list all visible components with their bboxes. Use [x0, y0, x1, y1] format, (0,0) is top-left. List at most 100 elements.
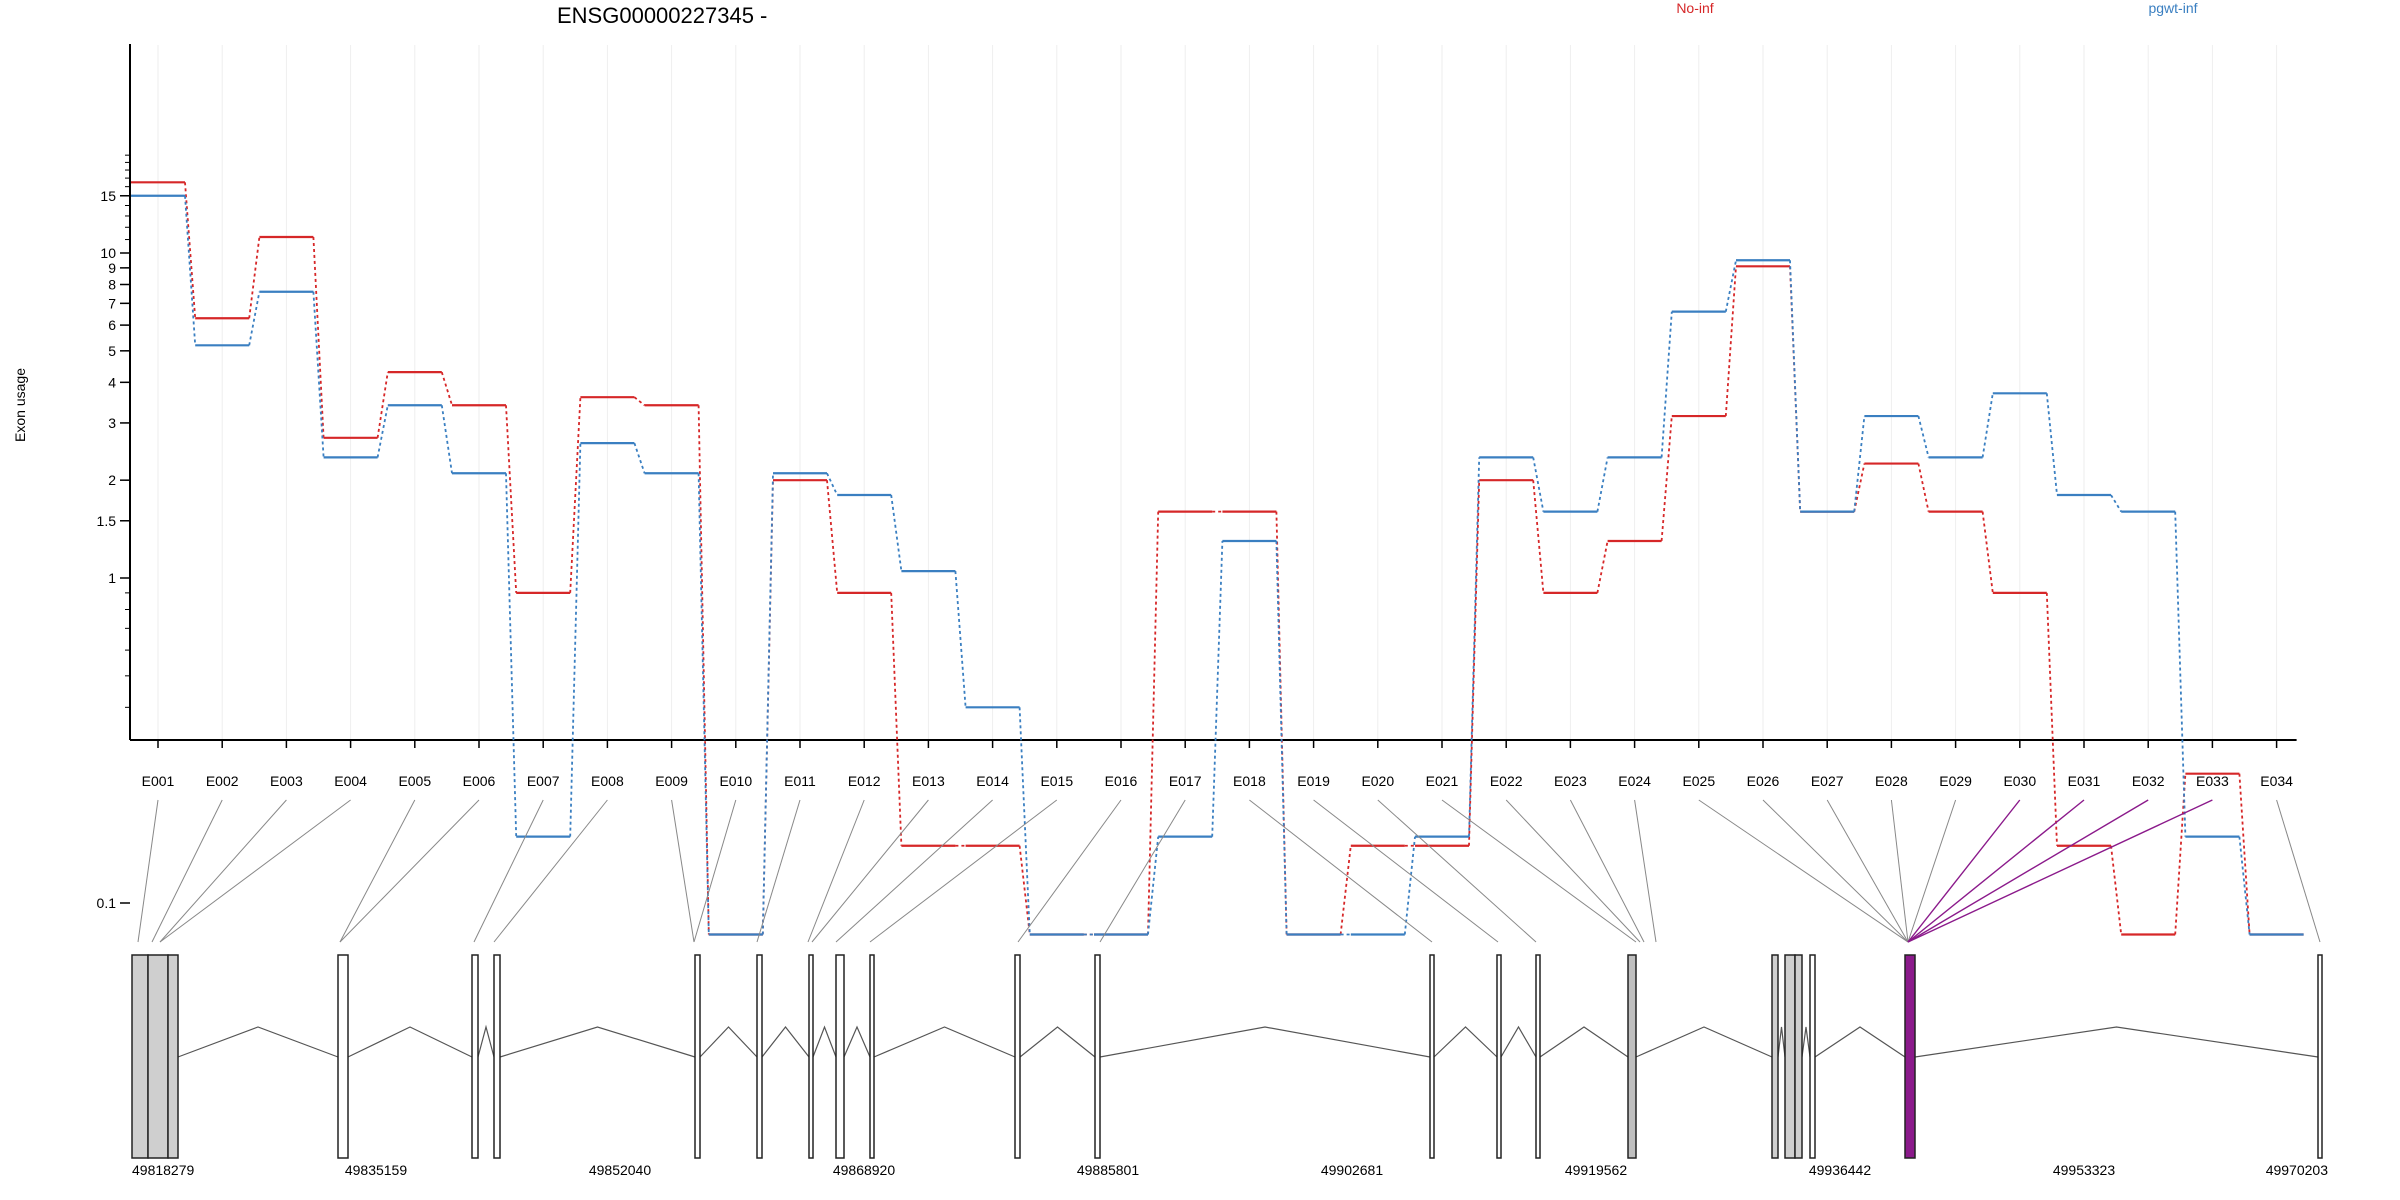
transition-segment	[312, 236, 325, 438]
intron-line	[1914, 1026, 2319, 1058]
x-tick-label: E020	[1361, 773, 1394, 789]
exon-connector-line	[1762, 799, 1909, 943]
x-tick-label: E014	[976, 773, 1009, 789]
exon-box	[1784, 954, 1796, 1159]
transition-segment	[1724, 260, 1737, 312]
exon-connector-line	[1505, 799, 1641, 943]
coordinate-label: 49919562	[1565, 1162, 1628, 1178]
x-tick-label: E019	[1297, 773, 1330, 789]
y-tick-label: 9	[108, 260, 116, 276]
y-tick-label: 1.5	[97, 513, 117, 529]
exon-connector-line	[339, 799, 416, 943]
exon-connector-line	[671, 799, 695, 943]
exon-connector-line	[756, 799, 801, 943]
transition-segment	[2174, 511, 2187, 837]
x-tick-label: E001	[142, 773, 175, 789]
transition-segment	[1275, 540, 1288, 935]
transition-segment	[2174, 773, 2187, 935]
intron-line	[1814, 1026, 1906, 1058]
exon-connector-line	[1907, 799, 2149, 943]
transition-segment	[440, 405, 453, 474]
coordinate-label: 49902681	[1321, 1162, 1384, 1178]
exon-box	[493, 954, 501, 1159]
x-tick-label: E013	[912, 773, 945, 789]
exon-box	[1794, 954, 1803, 1159]
x-tick-label: E024	[1618, 773, 1651, 789]
transition-segment	[826, 472, 839, 496]
exon-box	[337, 954, 349, 1159]
exon-box	[808, 954, 814, 1159]
coordinate-label: 49953323	[2053, 1162, 2116, 1178]
exon-connector-line	[1826, 799, 1909, 943]
transition-segment	[184, 182, 197, 319]
transition-segment	[505, 473, 518, 837]
x-tick-label: E004	[334, 773, 367, 789]
exon-box	[694, 954, 701, 1159]
intron-line	[499, 1026, 696, 1058]
x-tick-label: E029	[1939, 773, 1972, 789]
y-axis-label: Exon usage	[12, 368, 28, 442]
transition-segment	[1917, 415, 1930, 458]
coordinate-label: 49868920	[833, 1162, 896, 1178]
legend-no-inf: No-inf	[1676, 0, 1713, 16]
y-tick-label: 6	[108, 317, 116, 333]
coordinate-label: 49885801	[1077, 1162, 1140, 1178]
exon-box	[167, 954, 179, 1159]
exon-connector-line	[1441, 799, 1637, 943]
transition-segment	[2045, 393, 2058, 496]
intron-line	[1801, 1026, 1811, 1058]
y-tick-label: 10	[100, 245, 116, 261]
exon-connector-line	[1569, 799, 1645, 943]
transition-segment	[633, 396, 646, 406]
transition-segment	[1403, 836, 1416, 935]
transition-segment	[1018, 845, 1031, 935]
x-tick-label: E015	[1040, 773, 1073, 789]
exon-connector-line	[151, 799, 223, 943]
y-tick-label: 5	[108, 343, 116, 359]
exon-connector-line	[159, 799, 287, 943]
coordinate-label: 49835159	[345, 1162, 408, 1178]
intron-line	[1539, 1026, 1629, 1058]
x-tick-label: E003	[270, 773, 303, 789]
exon-box	[756, 954, 763, 1159]
exon-connector-line	[493, 799, 608, 943]
y-tick-label: 1	[108, 570, 116, 586]
exon-box	[1496, 954, 1502, 1159]
exon-box	[1429, 954, 1435, 1159]
exon-connector-line	[1907, 799, 2213, 943]
transition-segment	[697, 405, 710, 935]
exon-connector-line	[807, 799, 865, 943]
x-tick-label: E018	[1233, 773, 1266, 789]
transition-segment	[1596, 457, 1609, 512]
exon-box	[1809, 954, 1816, 1159]
y-tick-label: 3	[108, 415, 116, 431]
exon-connector-line	[339, 799, 480, 943]
x-tick-label: E021	[1426, 773, 1459, 789]
exon-connector-line	[159, 799, 351, 943]
transition-segment	[1789, 260, 1802, 512]
intron-line	[1777, 1026, 1786, 1058]
exon-connector-line	[1249, 799, 1433, 943]
transition-segment	[505, 405, 518, 593]
exon-box	[2317, 954, 2323, 1159]
transition-segment	[697, 473, 710, 935]
exon-box	[1904, 954, 1916, 1159]
transition-segment	[1532, 480, 1545, 593]
exon-connectors	[137, 799, 2321, 943]
intron-line	[761, 1026, 810, 1058]
transition-segment	[1724, 266, 1737, 417]
exon-connector-line	[693, 799, 737, 943]
gene-model	[131, 954, 2323, 1159]
y-tick-label: 8	[108, 276, 116, 292]
x-tick-label: E025	[1682, 773, 1715, 789]
transition-segment	[890, 592, 903, 846]
x-tick-label: E017	[1169, 773, 1202, 789]
exon-connector-line	[869, 799, 1058, 943]
transition-segment	[2238, 836, 2251, 935]
transition-segment	[1596, 540, 1609, 594]
transition-segment	[2045, 592, 2058, 846]
chart-title: ENSG00000227345 -	[557, 3, 767, 28]
transition-segment	[312, 291, 325, 458]
